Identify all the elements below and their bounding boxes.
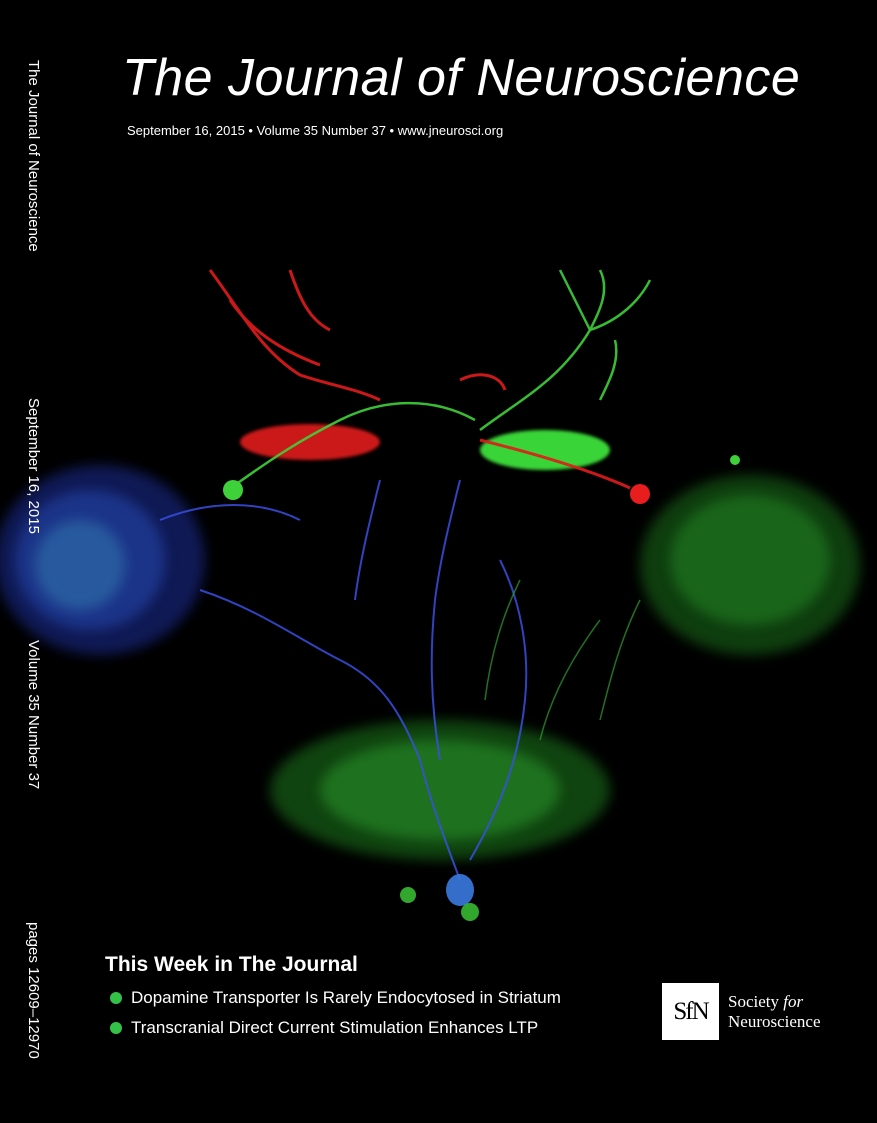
green-bundle [480,430,610,470]
publisher-society: Society [728,992,779,1011]
sfn-logo-text: SfN [673,997,709,1025]
this-week-item: Dopamine Transporter Is Rarely Endocytos… [110,988,561,1008]
spine-volume: Volume 35 Number 37 [25,640,42,790]
this-week-item-text: Transcranial Direct Current Stimulation … [131,1018,539,1037]
journal-title: The Journal of Neuroscience [122,49,801,107]
sfn-logo: SfN [662,983,719,1040]
this-week-heading: This Week in The Journal [105,953,358,976]
spine-date: September 16, 2015 [25,398,42,534]
blue-left-lobe [0,465,205,655]
green-bottom-lobe [270,720,610,860]
red-soma [630,484,650,504]
publisher-neuroscience: Neuroscience [728,1012,821,1031]
spine-pages: pages 12609–12970 [25,922,42,1059]
this-week-item: Transcranial Direct Current Stimulation … [110,1018,538,1038]
publisher-name: Society for Neuroscience [728,992,821,1032]
red-bundle [240,424,380,460]
bullet-icon [110,992,122,1004]
red-fibers [208,269,631,490]
publisher-for: for [783,992,804,1011]
green-soma-bottom-left [400,887,416,903]
blue-fibers [159,479,528,881]
green-fibers [234,269,652,487]
spine-journal-title: The Journal of Neuroscience [25,60,42,252]
green-soma-left [223,480,243,500]
issue-info: September 16, 2015 • Volume 35 Number 37… [127,123,504,138]
green-soma-bottom [461,903,479,921]
blue-soma [446,874,474,906]
green-diffuse-fibers [484,579,641,741]
green-right-lobe [640,475,860,655]
this-week-item-text: Dopamine Transporter Is Rarely Endocytos… [131,988,561,1007]
bullet-icon [110,1022,122,1034]
green-soma-right [730,455,740,465]
